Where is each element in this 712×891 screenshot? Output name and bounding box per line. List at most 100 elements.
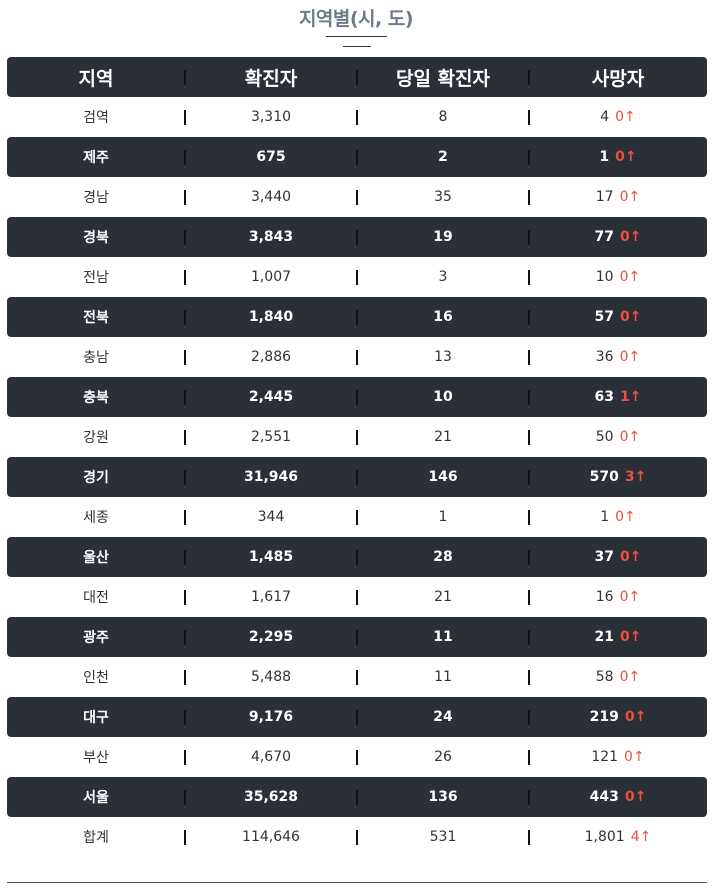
column-divider bbox=[356, 70, 358, 85]
confirmed-count: 2,445 bbox=[248, 389, 294, 405]
deaths-cell: 58 0↑ bbox=[529, 669, 707, 685]
column-divider bbox=[184, 270, 186, 285]
today-count: 11 bbox=[433, 629, 453, 645]
table-row: 경북 3,843 19 77 0↑ bbox=[7, 217, 707, 257]
column-divider bbox=[356, 350, 358, 365]
today-count: 3 bbox=[438, 269, 448, 285]
deaths-delta: 0↑ bbox=[619, 189, 641, 205]
table-row: 부산 4,670 26 121 0↑ bbox=[7, 737, 707, 777]
column-divider bbox=[184, 70, 186, 85]
table-row: 전남 1,007 3 10 0↑ bbox=[7, 257, 707, 297]
header-region: 지역 bbox=[78, 67, 114, 90]
column-divider bbox=[356, 310, 358, 325]
deaths-cell: 37 0↑ bbox=[529, 549, 707, 565]
column-divider bbox=[184, 350, 186, 365]
column-divider bbox=[356, 670, 358, 685]
deaths-delta: 0↑ bbox=[619, 589, 641, 605]
region-name: 경기 bbox=[83, 470, 109, 486]
table-row: 검역 3,310 8 4 0↑ bbox=[7, 97, 707, 137]
confirmed-count: 2,551 bbox=[250, 429, 292, 445]
deaths-cell: 443 0↑ bbox=[529, 789, 707, 805]
region-name: 서울 bbox=[83, 790, 109, 806]
deaths-cell: 21 0↑ bbox=[529, 629, 707, 645]
today-count: 35 bbox=[434, 189, 452, 205]
confirmed-count: 4,670 bbox=[250, 749, 292, 765]
deaths-delta: 0↑ bbox=[619, 269, 641, 285]
deaths-cell: 16 0↑ bbox=[529, 589, 707, 605]
region-name: 충북 bbox=[83, 390, 109, 406]
region-name: 광주 bbox=[83, 630, 109, 646]
column-divider bbox=[184, 630, 186, 645]
confirmed-count: 675 bbox=[256, 149, 286, 165]
column-divider bbox=[184, 470, 186, 485]
column-divider bbox=[356, 710, 358, 725]
confirmed-count: 31,946 bbox=[243, 469, 299, 485]
today-count: 24 bbox=[433, 709, 453, 725]
confirmed-count: 2,295 bbox=[248, 629, 294, 645]
column-divider bbox=[184, 150, 186, 165]
deaths-count: 58 bbox=[595, 669, 614, 685]
column-divider bbox=[184, 790, 186, 805]
deaths-delta: 0↑ bbox=[620, 309, 642, 325]
table-row: 인천 5,488 11 58 0↑ bbox=[7, 657, 707, 697]
header-confirmed: 확진자 bbox=[244, 67, 298, 90]
today-count: 2 bbox=[438, 149, 448, 165]
header-deaths: 사망자 bbox=[591, 67, 645, 90]
confirmed-count: 1,485 bbox=[248, 549, 294, 565]
deaths-delta: 0↑ bbox=[624, 789, 647, 805]
deaths-cell: 1,801 4↑ bbox=[529, 829, 707, 845]
region-stats-table: 지역 확진자 당일 확진자 사망자 검역 3,310 8 4 0↑ 제주 675 2 1 0↑ 경남… bbox=[7, 57, 707, 857]
column-divider bbox=[356, 390, 358, 405]
confirmed-count: 1,617 bbox=[250, 589, 292, 605]
deaths-delta: 0↑ bbox=[615, 509, 636, 525]
column-divider bbox=[184, 310, 186, 325]
column-divider bbox=[184, 110, 186, 125]
title-underline-short bbox=[343, 46, 371, 47]
today-count: 16 bbox=[433, 309, 453, 325]
column-divider bbox=[528, 110, 530, 125]
confirmed-count: 1,840 bbox=[248, 309, 294, 325]
column-divider bbox=[356, 550, 358, 565]
column-divider bbox=[356, 190, 358, 205]
table-row: 전북 1,840 16 57 0↑ bbox=[7, 297, 707, 337]
today-count: 26 bbox=[434, 749, 452, 765]
column-divider bbox=[528, 150, 530, 165]
column-divider bbox=[356, 750, 358, 765]
column-divider bbox=[528, 310, 530, 325]
column-divider bbox=[356, 790, 358, 805]
deaths-delta: 0↑ bbox=[620, 229, 642, 245]
deaths-count: 443 bbox=[589, 789, 619, 805]
column-divider bbox=[528, 550, 530, 565]
column-divider bbox=[528, 830, 530, 845]
deaths-delta: 0↑ bbox=[615, 109, 636, 125]
deaths-delta: 4↑ bbox=[630, 829, 652, 845]
deaths-cell: 570 3↑ bbox=[529, 469, 707, 485]
deaths-cell: 10 0↑ bbox=[529, 269, 707, 285]
column-divider bbox=[528, 190, 530, 205]
header-today: 당일 확진자 bbox=[395, 67, 490, 90]
column-divider bbox=[528, 750, 530, 765]
column-divider bbox=[184, 510, 186, 525]
table-row: 충북 2,445 10 63 1↑ bbox=[7, 377, 707, 417]
column-divider bbox=[184, 430, 186, 445]
column-divider bbox=[356, 110, 358, 125]
column-divider bbox=[528, 590, 530, 605]
deaths-cell: 219 0↑ bbox=[529, 709, 707, 725]
column-divider bbox=[528, 270, 530, 285]
region-name: 제주 bbox=[83, 150, 109, 166]
deaths-count: 570 bbox=[589, 469, 619, 485]
column-divider bbox=[528, 70, 530, 85]
deaths-delta: 0↑ bbox=[620, 549, 642, 565]
deaths-cell: 1 0↑ bbox=[529, 149, 707, 165]
deaths-count: 37 bbox=[594, 549, 614, 565]
deaths-count: 36 bbox=[595, 349, 614, 365]
deaths-delta: 0↑ bbox=[615, 149, 637, 165]
table-row: 합계 114,646 531 1,801 4↑ bbox=[7, 817, 707, 857]
deaths-cell: 57 0↑ bbox=[529, 309, 707, 325]
today-count: 531 bbox=[429, 829, 457, 845]
title-underline bbox=[326, 36, 387, 37]
region-name: 검역 bbox=[83, 110, 109, 126]
confirmed-count: 35,628 bbox=[243, 789, 299, 805]
table-row: 서울 35,628 136 443 0↑ bbox=[7, 777, 707, 817]
column-divider bbox=[528, 710, 530, 725]
